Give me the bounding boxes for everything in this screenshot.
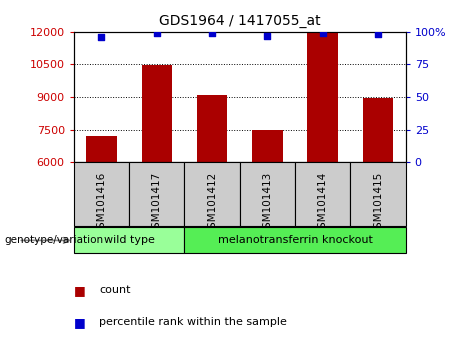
FancyBboxPatch shape xyxy=(350,162,406,226)
Bar xyxy=(363,98,393,162)
Point xyxy=(264,33,271,39)
Text: ■: ■ xyxy=(74,284,85,297)
Text: GSM101414: GSM101414 xyxy=(318,172,328,235)
Title: GDS1964 / 1417055_at: GDS1964 / 1417055_at xyxy=(159,14,320,28)
Text: GSM101416: GSM101416 xyxy=(96,172,106,235)
Point xyxy=(208,30,216,36)
Text: ■: ■ xyxy=(74,316,85,329)
Bar xyxy=(252,130,283,162)
Text: count: count xyxy=(99,285,130,295)
Text: GSM101417: GSM101417 xyxy=(152,172,162,235)
Text: percentile rank within the sample: percentile rank within the sample xyxy=(99,317,287,327)
Bar xyxy=(197,95,227,162)
FancyBboxPatch shape xyxy=(295,162,350,226)
FancyBboxPatch shape xyxy=(74,162,129,226)
Point xyxy=(153,30,160,36)
Text: GSM101413: GSM101413 xyxy=(262,172,272,235)
Bar xyxy=(86,136,117,162)
Point xyxy=(374,32,382,37)
FancyBboxPatch shape xyxy=(74,227,184,253)
Text: genotype/variation: genotype/variation xyxy=(5,235,104,245)
Text: GSM101412: GSM101412 xyxy=(207,172,217,235)
Point xyxy=(319,30,326,36)
Text: GSM101415: GSM101415 xyxy=(373,172,383,235)
Text: melanotransferrin knockout: melanotransferrin knockout xyxy=(218,235,372,245)
Bar xyxy=(142,65,172,162)
Point xyxy=(98,34,105,40)
FancyBboxPatch shape xyxy=(184,162,240,226)
FancyBboxPatch shape xyxy=(184,227,406,253)
FancyBboxPatch shape xyxy=(129,162,184,226)
Bar xyxy=(307,33,338,162)
Text: wild type: wild type xyxy=(104,235,154,245)
FancyBboxPatch shape xyxy=(240,162,295,226)
